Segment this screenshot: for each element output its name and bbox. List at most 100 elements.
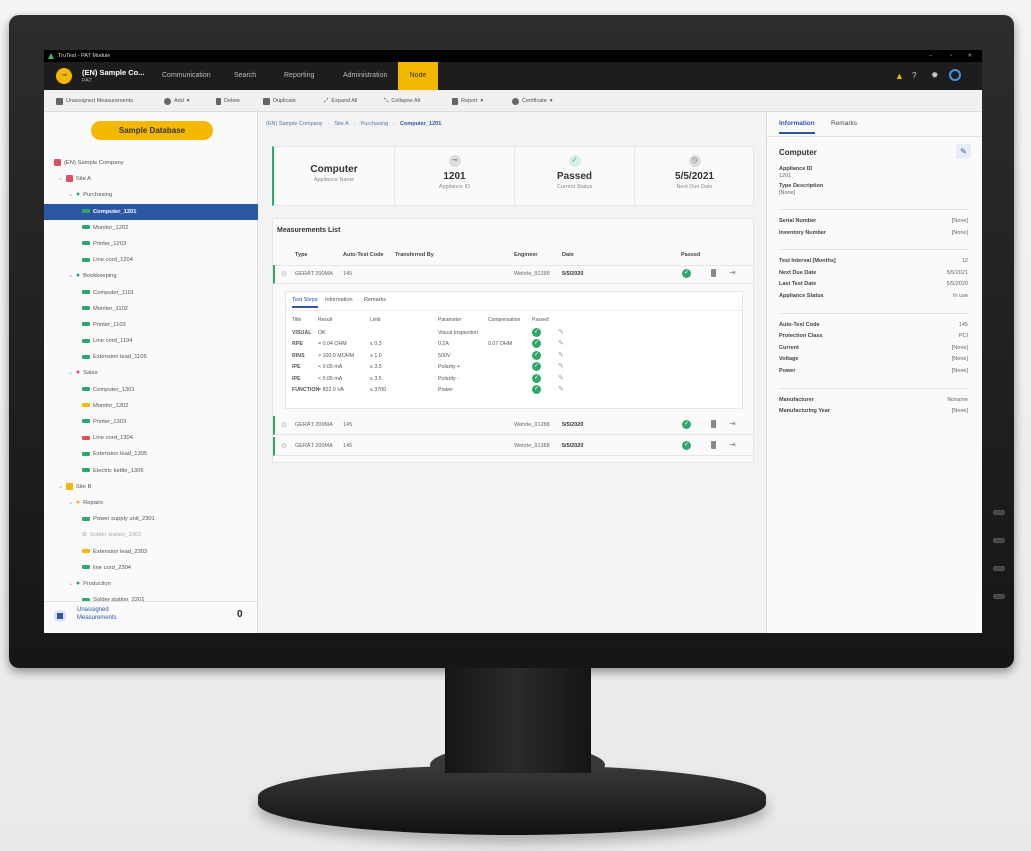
column-header[interactable]: Date: [562, 252, 574, 258]
chevron-down-icon[interactable]: ⌄: [68, 499, 73, 506]
tree-item[interactable]: ⌄ ● Purchasing: [44, 187, 258, 203]
chevron-down-icon[interactable]: ⌄: [68, 273, 73, 280]
collapse-row-icon[interactable]: ⊙: [281, 271, 287, 278]
certificate-button[interactable]: Certificate ▾: [512, 90, 553, 112]
info-label: Manufacturing Year: [779, 408, 830, 415]
tab-search[interactable]: Search: [234, 72, 257, 79]
duplicate-button[interactable]: Duplicate: [263, 90, 296, 112]
export-icon[interactable]: ⇥: [729, 419, 736, 428]
unassigned-measurements-button[interactable]: Unassigned Measurements: [56, 90, 133, 112]
export-icon[interactable]: ⇥: [729, 440, 736, 449]
plug-icon: [82, 387, 90, 392]
close-button[interactable]: ✕: [967, 53, 972, 59]
maximize-button[interactable]: ▫: [950, 53, 952, 59]
info-row: Manufacturer Noname: [779, 397, 968, 403]
info-row: Voltage [None]: [779, 356, 968, 362]
company-name[interactable]: (EN) Sample Co...: [82, 68, 145, 77]
breadcrumb-item[interactable]: Purchasing: [360, 121, 389, 127]
tree-item[interactable]: (EN) Sample Company: [44, 155, 258, 171]
tree-item[interactable]: Printer_1303: [44, 414, 258, 430]
tree-item[interactable]: Extension lead_1305: [44, 446, 258, 462]
report-button[interactable]: Report ▾: [452, 90, 483, 112]
tab-information[interactable]: Information: [779, 120, 815, 134]
tree-item[interactable]: Printer_1103: [44, 317, 258, 333]
chevron-down-icon[interactable]: ⌄: [68, 192, 73, 199]
export-icon[interactable]: ⇥: [729, 268, 736, 277]
tree-item[interactable]: Monitor_1102: [44, 301, 258, 317]
table-row[interactable]: ⊙ GERÄT 200MA 145 Wehrle_91288 5/5/2020 ✓ ⇥: [273, 416, 753, 435]
expand-all-button[interactable]: ⤢ Expand All: [324, 90, 357, 112]
chevron-down-icon[interactable]: ⌄: [68, 370, 73, 377]
tree-item[interactable]: ⌄ ● Repairs: [44, 495, 258, 511]
tree-item[interactable]: Computer_1201: [44, 203, 258, 220]
chevron-down-icon[interactable]: ⌄: [68, 580, 73, 587]
warning-icon[interactable]: ▲: [895, 71, 904, 81]
pencil-icon[interactable]: ✎: [558, 386, 564, 393]
chevron-down-icon[interactable]: ⌄: [58, 176, 63, 183]
database-button[interactable]: Sample Database: [91, 121, 213, 140]
pencil-icon[interactable]: ✎: [558, 340, 564, 348]
passed-check-icon: ✓: [682, 269, 691, 278]
tree-item[interactable]: Monitor_1202: [44, 220, 258, 236]
plug-icon: ⊸: [56, 68, 72, 84]
breadcrumb-item[interactable]: Computer_1201: [399, 121, 442, 127]
tree-item[interactable]: ⌄ ● Bookkeeping: [44, 268, 258, 284]
pencil-icon[interactable]: ✎: [558, 329, 564, 336]
tab-remarks[interactable]: Remarks: [831, 120, 858, 127]
user-icon[interactable]: [949, 69, 961, 81]
tree-item[interactable]: ⌄ Site B: [44, 479, 258, 495]
column-header[interactable]: Passed: [681, 252, 701, 258]
tree-item[interactable]: Electric kettle_1306: [44, 463, 258, 479]
expand-row-icon[interactable]: ⊙: [281, 443, 287, 450]
tree-item[interactable]: Power supply unit_2301: [44, 511, 258, 527]
tree-item[interactable]: ⌄ ● Production: [44, 576, 258, 592]
tree-item[interactable]: Extension lead_1105: [44, 349, 258, 365]
trash-icon[interactable]: [711, 269, 716, 277]
column-header[interactable]: Transferred By: [395, 252, 434, 258]
pencil-icon[interactable]: ✎: [558, 363, 564, 371]
trash-icon[interactable]: [711, 420, 716, 428]
tree-item[interactable]: Extension lead_2303: [44, 544, 258, 560]
expand-row-icon[interactable]: ⊙: [281, 422, 287, 429]
edit-button[interactable]: ✎: [956, 144, 971, 159]
tab-administration[interactable]: Administration: [343, 72, 388, 79]
tree-item[interactable]: Computer_1301: [44, 382, 258, 398]
unassigned-measurements-link[interactable]: Unassigned Measurements: [77, 607, 117, 621]
pencil-icon[interactable]: ✎: [558, 374, 564, 382]
tree-item[interactable]: Line cord_1104: [44, 333, 258, 349]
column-header[interactable]: Type: [295, 252, 308, 258]
chevron-right-icon: ›: [327, 121, 330, 127]
tab-node[interactable]: Node: [398, 62, 438, 90]
table-row[interactable]: ⊙ GERÄT 200MA 145 Wehrle_91288 5/5/2020 ✓ ⇥: [273, 437, 753, 456]
tab-information[interactable]: Information: [325, 297, 353, 303]
gear-icon[interactable]: ✹: [931, 70, 939, 80]
tree-item[interactable]: ⌄ ● Sales: [44, 365, 258, 381]
trash-icon[interactable]: [711, 441, 716, 449]
tab-remarks[interactable]: Remarks: [364, 297, 387, 303]
help-icon[interactable]: ?: [912, 71, 917, 80]
chevron-down-icon[interactable]: ⌄: [58, 483, 63, 490]
tab-reporting[interactable]: Reporting: [284, 72, 315, 79]
tree-item[interactable]: Line cord_1304: [44, 430, 258, 446]
breadcrumb-item[interactable]: (EN) Sample Company: [266, 121, 323, 127]
breadcrumb-item[interactable]: Site A: [334, 121, 349, 127]
tree-item[interactable]: Computer_1101: [44, 285, 258, 301]
tree-item[interactable]: Solder station_2201: [44, 592, 258, 608]
tree-item[interactable]: Printer_1203: [44, 236, 258, 252]
info-label: Auto-Test Code: [779, 321, 820, 328]
collapse-all-button[interactable]: ⤡ Collapse All: [384, 90, 420, 112]
pencil-icon[interactable]: ✎: [558, 351, 564, 359]
tree-item[interactable]: line cord_2304: [44, 560, 258, 576]
table-row[interactable]: ⊙ GERÄT 200MA 145 Wehrle_91288 5/5/2020 ✓ ⇥: [273, 265, 753, 284]
tab-communication[interactable]: Communication: [162, 72, 211, 79]
delete-button[interactable]: Delete: [216, 90, 240, 112]
add-button[interactable]: Add ▾: [164, 90, 190, 112]
minimize-button[interactable]: –: [928, 53, 932, 59]
column-header[interactable]: Auto-Test Code: [343, 252, 384, 258]
tree-item[interactable]: ⊘ Solder station_2302: [44, 527, 258, 543]
tree-item[interactable]: Monitor_1302: [44, 398, 258, 414]
column-header[interactable]: Engineer: [514, 252, 538, 258]
tab-test-steps[interactable]: Test Steps: [292, 297, 318, 308]
tree-item[interactable]: ⌄ Site A: [44, 171, 258, 187]
tree-item[interactable]: Line cord_1204: [44, 252, 258, 268]
